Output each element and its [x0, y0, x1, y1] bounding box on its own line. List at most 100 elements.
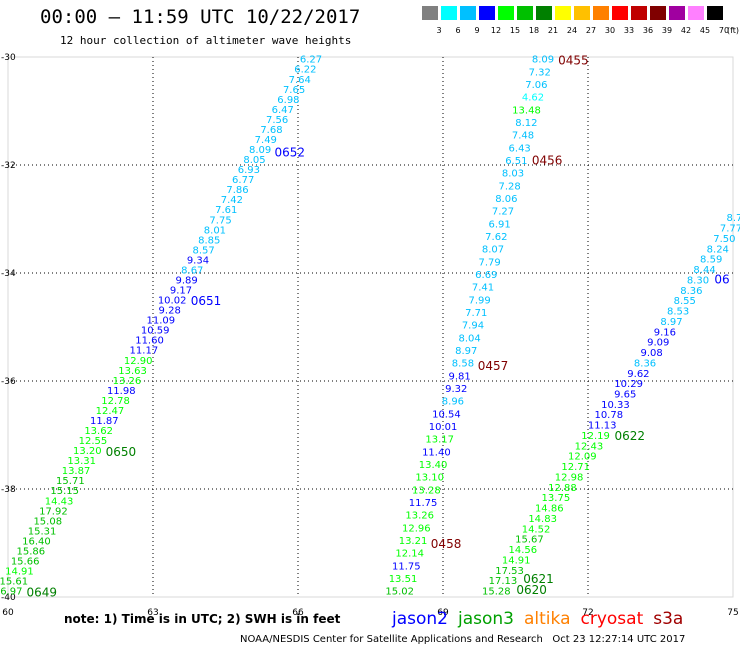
legend-unit: (ft) [726, 26, 740, 35]
note-text: note: 1) Time is in UTC; 2) SWH is in fe… [64, 612, 341, 626]
track-1-swh-label: 8.67 [181, 265, 203, 276]
legend-label-45: 45 [699, 26, 711, 35]
track-2-swh-label: 13.26 [405, 511, 434, 522]
track-2-swh-label: 13.10 [415, 473, 444, 484]
track-1-swh-label: 8.01 [204, 225, 226, 236]
legend-label-6: 6 [455, 26, 461, 35]
track-1-swh-label: 13.63 [118, 366, 147, 377]
track-1-swh-label: 15.71 [56, 476, 85, 487]
track-2-swh-label: 7.27 [492, 207, 514, 218]
track-2-time-label: 0456 [532, 154, 563, 168]
track-1-swh-label: 8.09 [249, 145, 271, 156]
track-1-swh-label: 15.31 [28, 526, 57, 537]
track-2-swh-label: 7.79 [479, 257, 501, 268]
y-tick--36: -36 [1, 377, 16, 387]
track-1-swh-label: 7.42 [221, 195, 243, 206]
track-2-swh-label: 8.12 [515, 118, 537, 129]
y-tick--30: -30 [1, 53, 16, 63]
track-2-swh-label: 7.71 [465, 308, 487, 319]
legend-swatch-70 [707, 6, 723, 20]
track-3-swh-label: 12.88 [548, 483, 577, 494]
track-2-swh-label: 8.58 [452, 359, 474, 370]
track-3-swh-label: 8.36 [680, 286, 702, 297]
track-1-swh-label: 10.02 [158, 296, 187, 307]
satellite-cryosat: cryosat [580, 609, 644, 629]
track-1-swh-label: 15.66 [11, 556, 40, 567]
legend-swatch-33 [612, 6, 628, 20]
track-2-swh-label: 13.40 [419, 460, 448, 471]
x-tick-69: 69 [437, 608, 449, 618]
track-2-swh-label: 10.54 [432, 409, 461, 420]
track-1-swh-label: 11.60 [135, 336, 164, 347]
legend-label-42: 42 [680, 26, 692, 35]
track-1-swh-label: 9.28 [159, 306, 181, 317]
track-1-swh-label: 7.49 [255, 135, 277, 146]
satellite-jason2: jason2 [392, 609, 448, 629]
track-1-swh-label: 6.22 [294, 65, 316, 76]
track-2-swh-label: 8.06 [495, 194, 517, 205]
y-tick--38: -38 [1, 485, 16, 495]
track-3-swh-label: 7.50 [713, 234, 735, 245]
track-1-swh-label: 14.91 [5, 567, 34, 578]
legend-swatch-21 [536, 6, 552, 20]
legend-label-36: 36 [642, 26, 654, 35]
legend-swatch-15 [498, 6, 514, 20]
track-1-time-label: 0651 [191, 294, 222, 308]
track-1-swh-label: 8.05 [243, 155, 265, 166]
track-3-swh-label: 8.97 [660, 317, 682, 328]
track-1-swh-label: 14.43 [45, 496, 74, 507]
track-3-swh-label: 13.75 [542, 493, 571, 504]
track-3-swh-label: 8.59 [700, 255, 722, 266]
track-3-swh-label: 17.13 [489, 576, 518, 587]
track-3-swh-label: 11.13 [588, 421, 617, 432]
track-3-swh-label: 7.77 [720, 224, 740, 235]
track-1-swh-label: 9.89 [176, 275, 198, 286]
x-tick-66: 66 [292, 608, 304, 618]
track-3-swh-label: 12.09 [568, 452, 597, 463]
map-frame [7, 56, 734, 598]
track-2-swh-label: 6.51 [505, 156, 527, 167]
track-2-swh-label: 11.75 [392, 561, 421, 572]
track-2-swh-label: 11.40 [422, 447, 451, 458]
satellite-s3a: s3a [653, 609, 684, 629]
track-1-swh-label: 7.86 [226, 185, 248, 196]
track-1-swh-label: 11.17 [130, 346, 159, 357]
track-1-swh-label: 17.92 [39, 506, 68, 517]
track-2-swh-label: 7.48 [512, 131, 534, 142]
legend-label-24: 24 [566, 26, 578, 35]
track-1-swh-label: 11.09 [147, 316, 176, 327]
track-2-swh-label: 15.02 [385, 587, 414, 598]
track-2-swh-label: 12.96 [402, 523, 431, 534]
track-3-swh-label: 10.78 [594, 410, 623, 421]
track-1-swh-label: 16.40 [22, 536, 51, 547]
track-3-swh-label: 9.08 [641, 348, 663, 359]
track-1-swh-label: 13.26 [113, 376, 142, 387]
track-1-swh-label: 8.57 [192, 245, 214, 256]
track-1-swh-label: 13.62 [84, 426, 113, 437]
track-3-swh-label: 12.71 [561, 462, 590, 473]
legend-swatch-9 [460, 6, 476, 20]
track-3-swh-label: 12.98 [555, 472, 584, 483]
track-1-swh-label: 7.68 [260, 125, 282, 136]
track-1-swh-label: 15.61 [0, 577, 28, 588]
track-3-swh-label: 9.65 [614, 390, 636, 401]
track-3-swh-label: 14.56 [508, 545, 537, 556]
track-2-swh-label: 7.94 [462, 321, 484, 332]
track-3-swh-label: 15.67 [515, 535, 544, 546]
legend-label-3: 3 [436, 26, 442, 35]
track-1-swh-label: 12.90 [124, 356, 153, 367]
track-2-swh-label: 8.03 [502, 169, 524, 180]
x-tick-72: 72 [582, 608, 593, 618]
legend-label-21: 21 [547, 26, 559, 35]
y-tick--34: -34 [1, 269, 16, 279]
track-3-time-label: 0621 [523, 572, 554, 586]
track-2-swh-label: 7.41 [472, 283, 494, 294]
track-2-swh-label: 11.75 [409, 498, 438, 509]
track-2-swh-label: 4.62 [522, 93, 544, 104]
track-3-swh-label: 8.53 [667, 307, 689, 318]
track-3-swh-label: 8.36 [634, 358, 656, 369]
track-2-swh-label: 13.17 [425, 435, 454, 446]
legend-swatch-30 [593, 6, 609, 20]
legend-swatch-45 [688, 6, 704, 20]
track-2-swh-label: 7.28 [499, 181, 521, 192]
